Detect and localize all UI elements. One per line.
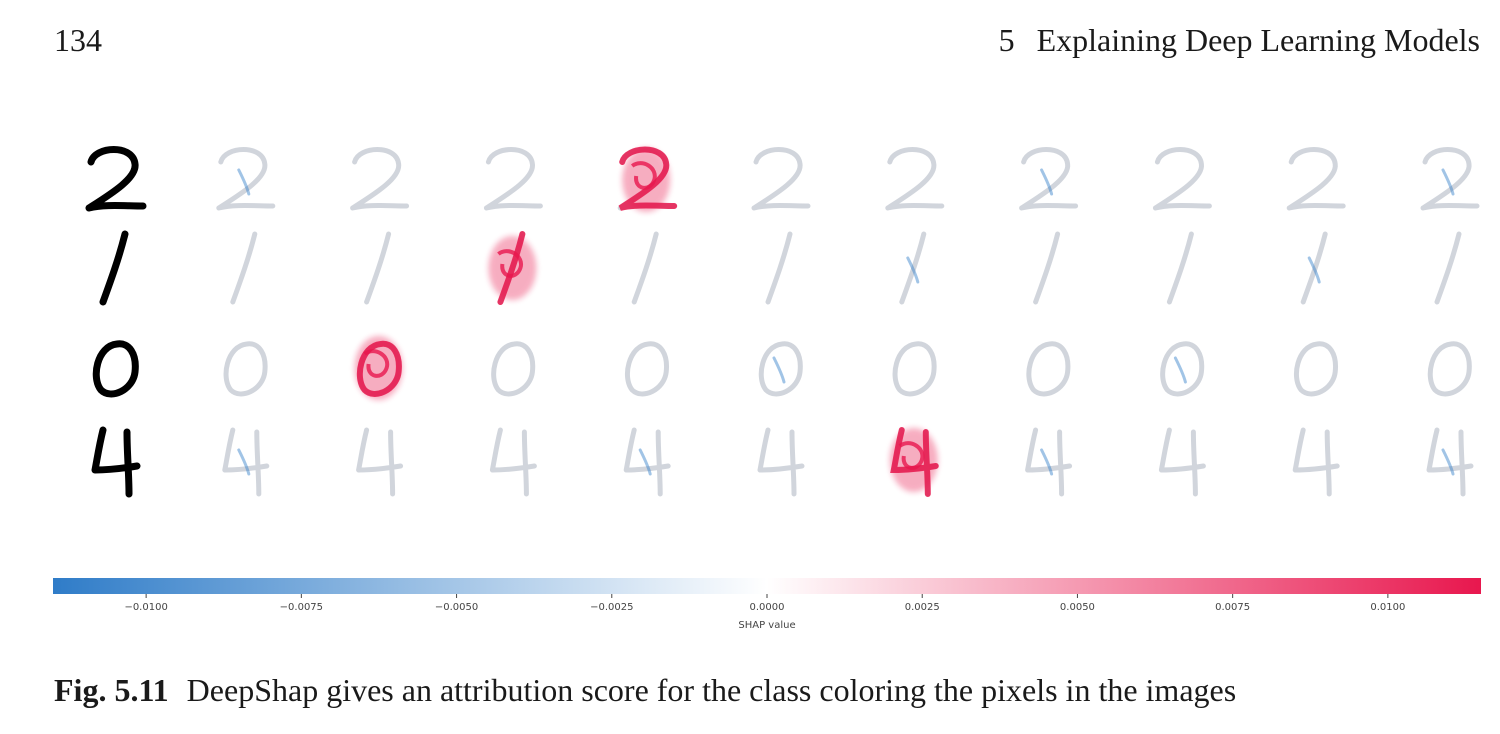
shap-map-r0-c6 <box>1019 147 1079 211</box>
shap-map-r1-c9 <box>1434 231 1462 305</box>
shap-map-r3-c9 <box>1426 427 1474 497</box>
shap-map-r0-c1 <box>350 147 410 211</box>
shap-map-r2-c3 <box>624 341 669 397</box>
shap-map-r1-c1 <box>364 231 392 305</box>
shap-map-r3-c4 <box>757 427 805 497</box>
shap-map-r0-c8 <box>1286 147 1346 211</box>
colorbar-tick-label-2: −0.0050 <box>435 602 478 613</box>
shap-map-r2-c8 <box>1293 341 1338 397</box>
shap-map-r0-c4 <box>751 147 811 211</box>
shap-map-r1-c5 <box>899 231 927 305</box>
colorbar-ticks: −0.0100 −0.0075 −0.0050 −0.0025 0.0000 0.0025… <box>124 594 1405 613</box>
colorbar-tick-label-4: 0.0000 <box>750 602 785 613</box>
shap-map-r1-c8 <box>1300 231 1328 305</box>
shap-map-r0-c7 <box>1152 147 1212 211</box>
colorbar-tick-label-1: −0.0075 <box>280 602 323 613</box>
shap-map-r1-c3 <box>631 231 659 305</box>
input-digit-4 <box>91 426 141 498</box>
shap-map-r3-c1 <box>356 427 404 497</box>
shap-map-r3-c6 <box>1025 427 1073 497</box>
colorbar-gradient <box>53 578 1481 594</box>
shap-map-r0-c2 <box>483 147 543 211</box>
shap-map-r1-c0 <box>230 231 258 305</box>
colorbar-tick-label-6: 0.0050 <box>1060 602 1095 613</box>
shap-map-r2-c2 <box>491 341 536 397</box>
shap-map-r1-c7 <box>1166 231 1194 305</box>
shap-map-r0-c0 <box>216 147 276 211</box>
input-digit-2 <box>85 146 147 212</box>
input-digit-1 <box>99 230 129 306</box>
caption-text: DeepShap gives an attribution score for … <box>186 672 1237 708</box>
colorbar-axis-title: SHAP value <box>738 620 795 631</box>
running-head: 5 Explaining Deep Learning Models <box>999 22 1480 59</box>
shap-map-r3-c2 <box>489 427 537 497</box>
shap-map-r2-c6 <box>1026 341 1071 397</box>
caption-label: Fig. 5.11 <box>54 672 169 708</box>
shap-map-r1-c6 <box>1033 231 1061 305</box>
shap-map-r2-c0 <box>223 341 268 397</box>
shap-map-r1-c4 <box>765 231 793 305</box>
shap-map-r2-c9 <box>1427 341 1472 397</box>
deepshap-figure: −0.0100 −0.0075 −0.0050 −0.0025 0.0000 0.0025… <box>53 146 1481 631</box>
shap-map-r2-c7 <box>1160 341 1205 397</box>
chapter-title: Explaining Deep Learning Models <box>1036 22 1480 58</box>
shap-map-r3-c3 <box>623 427 671 497</box>
figure-caption: Fig. 5.11 DeepShap gives an attribution s… <box>54 672 1236 709</box>
shap-colorbar: −0.0100 −0.0075 −0.0050 −0.0025 0.0000 0.0025… <box>53 578 1481 631</box>
colorbar-tick-label-0: −0.0100 <box>124 602 167 613</box>
shap-map-r1-c2 <box>488 231 537 305</box>
shap-map-r3-c8 <box>1292 427 1340 497</box>
shap-map-r2-c5 <box>892 341 937 397</box>
chapter-number: 5 <box>998 22 1015 58</box>
shap-map-r0-c5 <box>885 147 945 211</box>
colorbar-tick-label-7: 0.0075 <box>1215 602 1250 613</box>
input-digit-0 <box>92 340 139 398</box>
colorbar-tick-label-5: 0.0025 <box>905 602 940 613</box>
colorbar-tick-label-8: 0.0100 <box>1370 602 1405 613</box>
shap-map-r3-c0 <box>222 427 270 497</box>
colorbar-tick-label-3: −0.0025 <box>590 602 633 613</box>
shap-map-r3-c5 <box>889 427 939 497</box>
shap-map-r0-c3 <box>617 146 678 212</box>
shap-map-r2-c4 <box>758 341 803 397</box>
page-number: 134 <box>54 22 102 58</box>
digit-grid <box>85 146 1480 498</box>
shap-map-r3-c7 <box>1158 427 1206 497</box>
shap-map-r2-c1 <box>354 336 403 400</box>
shap-map-r0-c9 <box>1420 147 1480 211</box>
